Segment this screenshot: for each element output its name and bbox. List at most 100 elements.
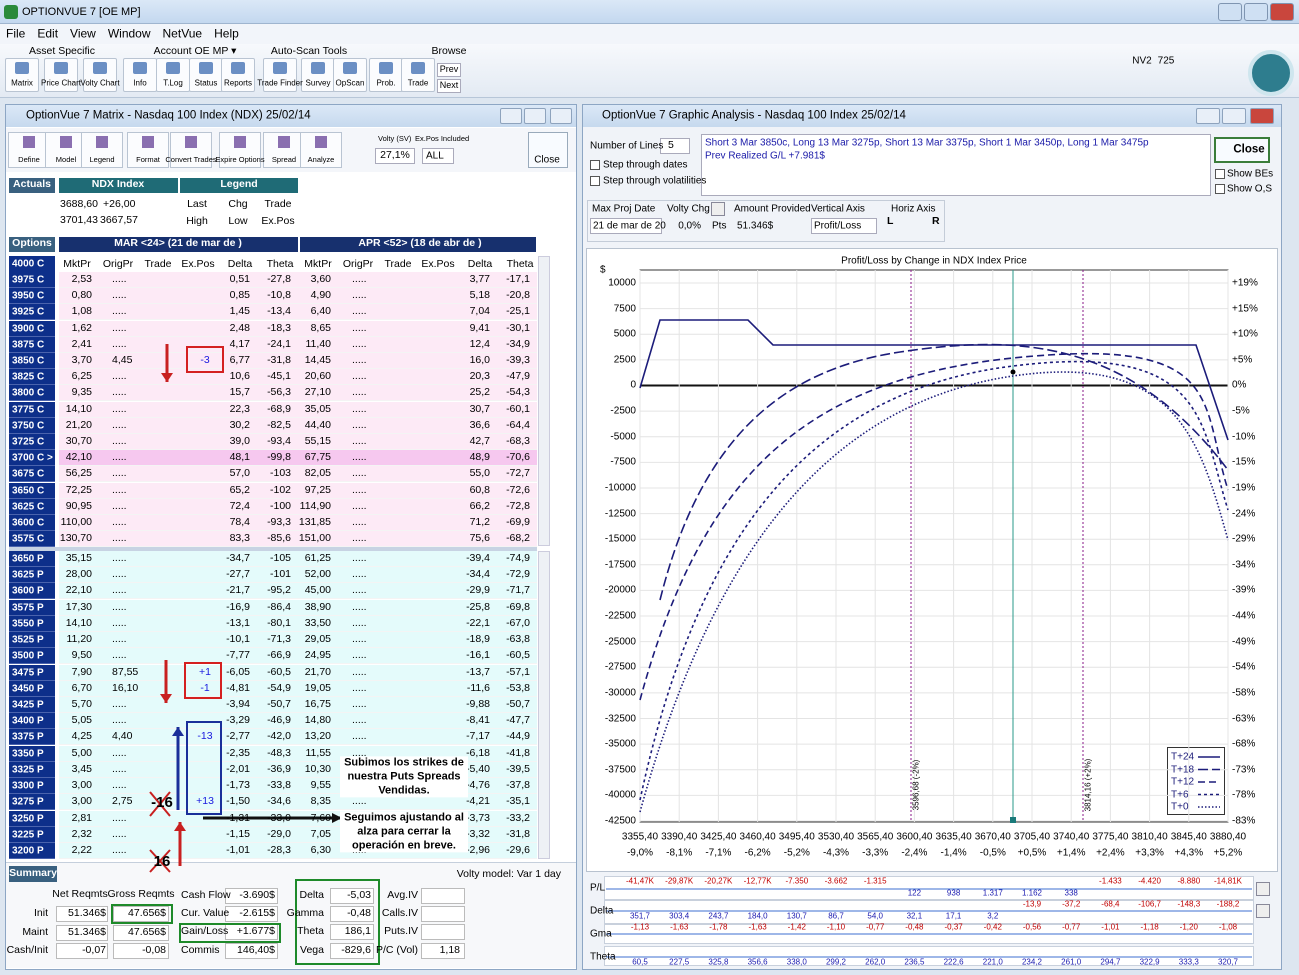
y2-tick-label: -54% — [1232, 661, 1256, 673]
option-row — [59, 385, 537, 402]
strip-button[interactable] — [1256, 882, 1270, 896]
vline-label: 3596,68 (-2%) — [911, 759, 921, 811]
cell: -63,8 — [506, 633, 530, 646]
strike: 3575 P — [12, 602, 44, 614]
cell: ..... — [112, 451, 127, 464]
cell: -6,18 — [466, 746, 490, 759]
cell: -13,4 — [267, 305, 291, 318]
label: Legend — [220, 178, 258, 191]
annotation: 16 — [153, 852, 171, 870]
strip-button[interactable] — [1256, 904, 1270, 918]
label: Horiz Axis — [891, 203, 936, 215]
toolbar-button[interactable] — [8, 132, 50, 168]
x2-tick-label: +4,3% — [1174, 847, 1204, 859]
cell: -72,6 — [506, 483, 530, 496]
window-button[interactable] — [1218, 3, 1242, 21]
strip-value: -148,3 — [1177, 899, 1201, 909]
value-box — [225, 888, 278, 904]
button-label: Volty Chart — [80, 78, 120, 88]
cell: -103 — [269, 467, 291, 480]
strip-value: -0,77 — [1062, 922, 1081, 932]
browse-button[interactable] — [437, 79, 461, 93]
strike: 3475 P — [12, 667, 44, 679]
window-button[interactable] — [1196, 108, 1220, 124]
cell: ..... — [352, 273, 367, 286]
label: 47.656$ — [128, 926, 166, 939]
menu-item[interactable]: NetVue — [162, 26, 203, 41]
strike: 3925 C — [12, 306, 45, 318]
strip-value: -1,01 — [1101, 922, 1120, 932]
window-button[interactable] — [1244, 3, 1268, 21]
x-tick-label: 3460,40 — [739, 831, 776, 843]
legend-label: T+24 — [1171, 751, 1195, 763]
cell: -86,4 — [267, 600, 291, 613]
option-row — [59, 615, 537, 632]
cell: 72,25 — [65, 483, 92, 496]
checkbox[interactable] — [1215, 184, 1225, 194]
cell: 21,70 — [304, 665, 331, 678]
menu-item[interactable]: Window — [107, 26, 151, 41]
dropdown[interactable] — [422, 148, 454, 164]
strip-value: -1,63 — [748, 922, 767, 932]
strike: 3400 P — [12, 715, 44, 727]
cell: ..... — [112, 649, 127, 662]
strip-value: 221,0 — [982, 957, 1003, 967]
checkbox[interactable] — [590, 176, 600, 186]
cell: -5,40 — [466, 763, 490, 776]
menu-item[interactable]: Edit — [37, 26, 59, 41]
checkbox[interactable] — [1215, 169, 1225, 179]
cell: 0,51 — [229, 273, 250, 286]
cell: -71,7 — [506, 584, 530, 597]
x2-tick-label: +2,4% — [1096, 847, 1125, 859]
cell: -13,7 — [466, 665, 490, 678]
cell: 66,2 — [469, 500, 490, 513]
y2-tick-label: -78% — [1232, 789, 1256, 801]
cell: -7,17 — [466, 730, 490, 743]
x-tick-label: 3705,40 — [1013, 831, 1051, 843]
column-header: Theta — [506, 258, 534, 271]
x2-tick-label: +0,5% — [1017, 847, 1047, 859]
window-button[interactable] — [524, 108, 546, 124]
cell: 45,00 — [304, 584, 331, 597]
cell: -33,0 — [267, 811, 291, 824]
small-button[interactable] — [711, 202, 725, 216]
window-button[interactable] — [550, 108, 572, 124]
x2-tick-label: -1,4% — [940, 847, 967, 859]
toolbar-button[interactable] — [45, 132, 87, 168]
dropdown[interactable] — [811, 218, 877, 234]
window-button[interactable] — [500, 108, 522, 124]
label: Options — [12, 237, 52, 250]
y-tick-label: -20000 — [604, 584, 636, 596]
window-button[interactable] — [1222, 108, 1246, 124]
window-button[interactable] — [1270, 3, 1294, 21]
y2-tick-label: -68% — [1232, 738, 1256, 750]
date-box[interactable] — [590, 218, 662, 234]
menu-item[interactable]: File — [6, 26, 26, 41]
menu-item[interactable]: View — [70, 26, 96, 41]
cell: 25,2 — [469, 386, 490, 399]
toolbar-button[interactable] — [5, 58, 39, 92]
checkbox[interactable] — [590, 160, 600, 170]
window-button[interactable] — [1250, 108, 1274, 124]
actuals-head — [9, 178, 55, 193]
cell: ..... — [112, 746, 127, 759]
label: Actuals — [13, 178, 51, 191]
cell: 14,10 — [65, 617, 92, 630]
label: Vega — [300, 944, 324, 957]
strike-cell — [9, 729, 55, 746]
strike: 3300 P — [12, 780, 44, 792]
menu-item[interactable]: Help — [214, 26, 239, 41]
cell: 3,00 — [71, 795, 92, 808]
cell: ..... — [112, 467, 127, 480]
y2-tick-label: -24% — [1232, 508, 1256, 520]
cell: ..... — [112, 844, 127, 857]
close-button[interactable] — [1214, 137, 1270, 163]
browse-button[interactable] — [437, 63, 461, 77]
cell: ..... — [112, 584, 127, 597]
x-tick-label: 3600,40 — [896, 831, 933, 843]
close-button[interactable] — [528, 132, 568, 168]
cell: -39,5 — [506, 763, 530, 776]
option-row — [59, 680, 537, 697]
spinner[interactable] — [660, 138, 690, 154]
cell: 1,45 — [229, 305, 250, 318]
